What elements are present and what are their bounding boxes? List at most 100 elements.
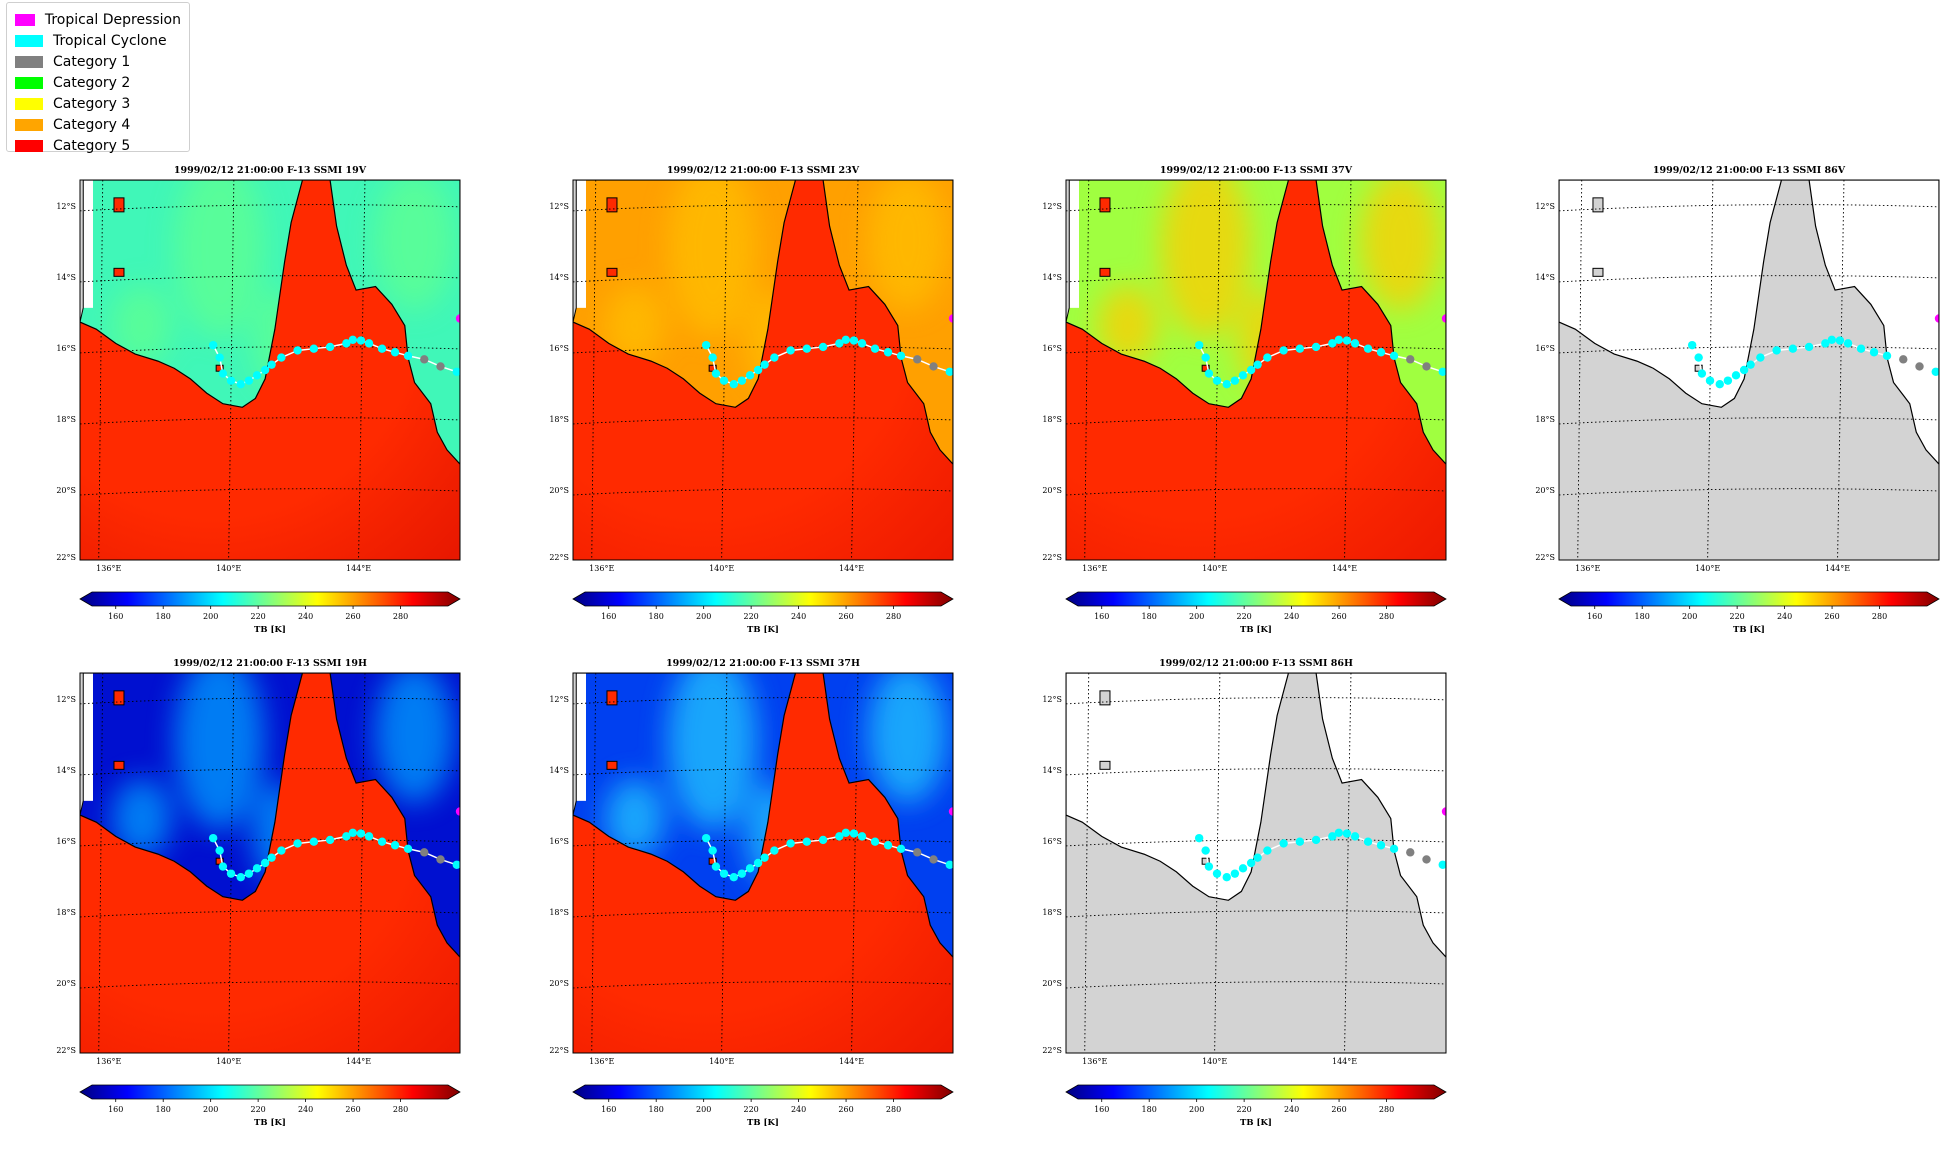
colorbar-ramp (79, 591, 461, 607)
lat-label: 20°S (1042, 486, 1062, 495)
panel-title: 1999/02/12 21:00:00 F-13 SSMI 86H (1159, 658, 1353, 669)
legend-label: Category 5 (53, 137, 131, 154)
map-panel-svg: 1999/02/12 21:00:00 F-13 SSMI 19H 12°S 14°… (56, 658, 461, 1128)
track-point (770, 353, 779, 362)
map-panel-svg: 1999/02/12 21:00:00 F-13 SSMI 23V 12°S 14°… (549, 165, 954, 635)
graticule (573, 673, 953, 1053)
track-point (1311, 342, 1321, 352)
track-point (849, 336, 859, 345)
legend-label: Tropical Cyclone (53, 32, 167, 49)
colorbar-tick-label: 240 (1777, 612, 1792, 621)
colorbar: 160 180 200 220 240 260 280 TB [K] (572, 1084, 954, 1128)
track-point (1342, 829, 1352, 838)
colorbar-tick-label: 220 (250, 612, 265, 621)
map-area (1559, 180, 1939, 560)
legend-swatch (15, 13, 35, 26)
track-point (1279, 839, 1288, 848)
track-point (325, 342, 335, 352)
track-point (708, 846, 717, 855)
track-point (719, 869, 729, 878)
lat-label: 18°S (56, 908, 76, 917)
land-edge (573, 673, 577, 816)
track-point (226, 376, 236, 385)
storm-track (1194, 314, 1446, 389)
map-panel: 1999/02/12 21:00:00 F-13 SSMI 37V 12°S 14°… (1006, 150, 1447, 650)
track-point (277, 846, 286, 855)
graticule (1066, 673, 1446, 1053)
colorbar-ramp (1065, 1084, 1447, 1100)
colorbar: 160 180 200 220 240 260 280 TB [K] (79, 1084, 461, 1128)
track-point (260, 365, 270, 375)
track-point (293, 839, 302, 848)
lat-label: 20°S (56, 979, 76, 988)
track-point (1295, 344, 1305, 353)
track-point (1222, 380, 1231, 389)
storm-track (1687, 314, 1939, 389)
lon-label: 140°E (216, 564, 241, 573)
track-point (737, 869, 747, 878)
lat-label: 14°S (1042, 273, 1062, 282)
track-point (708, 353, 717, 362)
legend-label: Tropical Depression (44, 11, 181, 28)
track-point (1772, 346, 1781, 355)
track-point (1882, 351, 1892, 360)
map-area (1066, 673, 1446, 1053)
island (606, 690, 618, 706)
storm-track (208, 807, 460, 882)
track-point (1222, 873, 1231, 882)
lat-label: 12°S (549, 202, 569, 211)
colorbar-tick-label: 220 (1236, 612, 1251, 621)
legend-swatch (15, 139, 43, 152)
island (113, 690, 125, 706)
legend-item: Tropical Cyclone (15, 30, 181, 51)
lon-label: 140°E (216, 1057, 241, 1066)
colorbar-tick-label: 220 (1729, 612, 1744, 621)
track-point (929, 855, 938, 864)
lat-label: 12°S (56, 695, 76, 704)
track-point (857, 832, 867, 841)
lon-label: 140°E (709, 1057, 734, 1066)
colorbar-tick-label: 160 (1094, 1105, 1109, 1114)
track-point (1687, 340, 1697, 350)
land-edge (573, 180, 577, 323)
lat-label: 22°S (56, 1046, 76, 1055)
track-point (835, 339, 844, 348)
track-point (215, 353, 224, 362)
map-area (80, 180, 460, 560)
lat-label: 18°S (549, 415, 569, 424)
track-point (1295, 837, 1305, 846)
track-point (1253, 360, 1262, 369)
track-point (1246, 858, 1256, 868)
track-point (1756, 353, 1765, 362)
map-panel-svg: 1999/02/12 21:00:00 F-13 SSMI 37V 12°S 14°… (1042, 165, 1447, 635)
island (1592, 267, 1604, 277)
lon-label: 140°E (1202, 564, 1227, 573)
track-point (729, 380, 738, 389)
track-point (896, 844, 906, 853)
track-point (1263, 846, 1272, 855)
coastline (573, 180, 953, 466)
track-point (1441, 314, 1446, 323)
track-point (1389, 351, 1399, 360)
track-point (1311, 835, 1321, 845)
lat-label: 14°S (56, 766, 76, 775)
track-point (356, 829, 366, 838)
track-point (455, 314, 460, 323)
lat-label: 20°S (56, 486, 76, 495)
track-point (1194, 340, 1204, 350)
track-point (1827, 335, 1837, 345)
legend-label: Category 4 (53, 116, 131, 133)
track-point (1350, 339, 1360, 348)
track-point (1694, 353, 1703, 362)
track-point (420, 848, 429, 857)
lon-label: 136°E (1575, 564, 1600, 573)
lat-label: 16°S (1042, 344, 1062, 353)
graticule (80, 673, 460, 1053)
track-point (420, 355, 429, 364)
track-point (841, 335, 851, 345)
lat-label: 16°S (56, 344, 76, 353)
lat-label: 18°S (1042, 908, 1062, 917)
track-point (390, 348, 400, 357)
track-point (377, 837, 387, 846)
track-point (1194, 833, 1204, 843)
